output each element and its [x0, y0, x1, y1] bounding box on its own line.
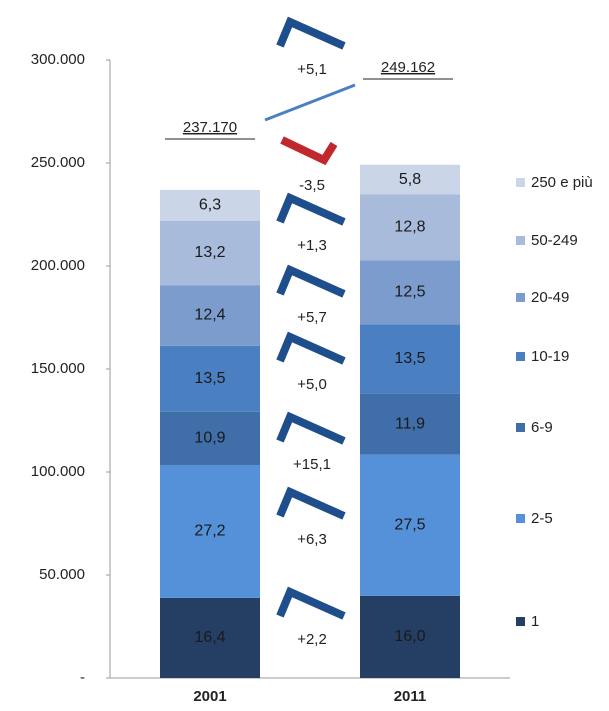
change-arrow: [276, 486, 346, 520]
segment-label: 13,2: [194, 244, 225, 261]
bar-segment: [360, 260, 460, 325]
bar-segment: [160, 189, 260, 221]
legend-label: 250 e più: [531, 174, 593, 191]
bar-segment: [160, 285, 260, 346]
y-tick-label: -: [80, 669, 85, 686]
legend-swatch: [516, 423, 525, 432]
segment-label: 13,5: [394, 350, 425, 367]
segment-label: 12,8: [394, 219, 425, 236]
legend-label: 10-19: [531, 348, 569, 365]
y-tick-label: 150.000: [31, 360, 85, 377]
change-arrow: [276, 192, 346, 226]
x-tick-label: 2011: [394, 688, 427, 705]
change-arrow: [276, 331, 346, 365]
change-label: -3,5: [299, 177, 325, 194]
segment-label: 11,9: [395, 415, 425, 432]
change-arrow: [276, 586, 346, 620]
bar-segment: [360, 393, 460, 455]
bar-segment: [160, 464, 260, 598]
segment-label: 27,5: [394, 517, 425, 534]
legend-label: 6-9: [531, 419, 553, 436]
legend-swatch: [516, 293, 525, 302]
y-tick-label: 200.000: [31, 257, 85, 274]
segment-label: 16,4: [194, 629, 225, 646]
change-label: +2,2: [297, 631, 327, 648]
change-arrow: [276, 264, 346, 298]
change-label: +5,0: [297, 376, 327, 393]
total-label: 237.170: [183, 119, 237, 136]
x-tick-label: 2001: [193, 688, 226, 705]
y-tick-label: 250.000: [31, 154, 85, 171]
total-connector: [264, 83, 356, 122]
legend-swatch: [516, 514, 525, 523]
change-arrow: [276, 16, 346, 50]
legend-label: 50-249: [531, 232, 578, 249]
segment-label: 13,5: [194, 370, 225, 387]
change-label: +15,1: [293, 456, 331, 473]
segment-label: 12,4: [194, 307, 225, 324]
change-label: +6,3: [297, 531, 327, 548]
segment-label: 12,5: [394, 283, 425, 300]
legend-label: 20-49: [531, 289, 569, 306]
total-label: 249.162: [381, 59, 435, 76]
bar-segment: [360, 454, 460, 596]
segment-label: 10,9: [194, 430, 225, 447]
bar-segment: [360, 324, 460, 394]
change-label: +1,3: [297, 237, 327, 254]
legend-swatch: [516, 617, 525, 626]
change-label: +5,7: [297, 309, 327, 326]
bar-segment: [360, 164, 460, 195]
legend-swatch: [516, 178, 525, 187]
total-change-label: +5,1: [297, 61, 327, 78]
legend-label: 2-5: [531, 510, 553, 527]
legend-swatch: [516, 236, 525, 245]
legend-label: 1: [531, 613, 539, 630]
change-arrow: [276, 411, 346, 445]
change-arrow: [280, 136, 338, 166]
y-tick-label: 100.000: [31, 463, 85, 480]
segment-label: 6,3: [199, 197, 221, 214]
y-tick-label: 300.000: [31, 51, 85, 68]
legend-swatch: [516, 352, 525, 361]
y-tick-label: 50.000: [39, 566, 85, 583]
bar-segment: [160, 220, 260, 286]
segment-label: 5,8: [399, 171, 421, 188]
bar-segment: [160, 597, 260, 678]
bar-segment: [160, 411, 260, 465]
segment-label: 27,2: [194, 523, 225, 540]
bar-segment: [360, 595, 460, 678]
bar-segment: [160, 345, 260, 412]
segment-label: 16,0: [394, 628, 425, 645]
bar-segment: [360, 194, 460, 261]
